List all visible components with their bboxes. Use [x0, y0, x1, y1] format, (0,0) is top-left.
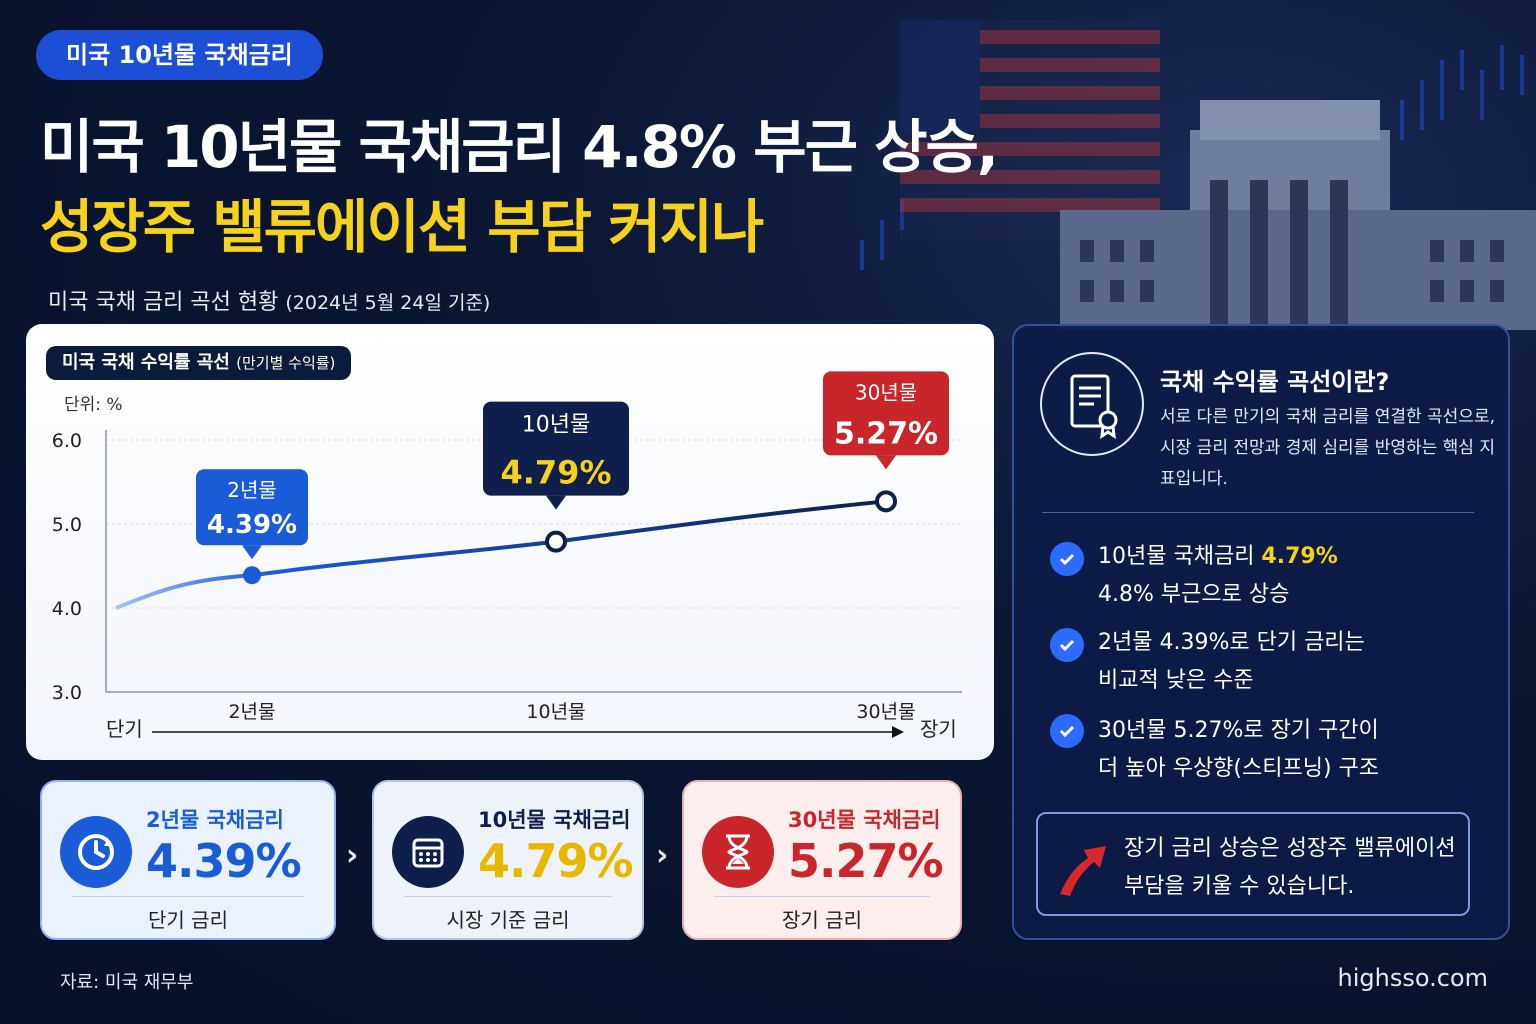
- panel-title: 국채 수익률 곡선이란?: [1160, 368, 1390, 396]
- summary-card-30y: 30년물 국채금리 5.27% 장기 금리: [682, 780, 962, 940]
- us-flag-image: [900, 20, 1160, 240]
- summary-label: 30년물 국채금리: [788, 808, 941, 832]
- callout-bubble-10y: [483, 401, 629, 496]
- callout-pointer-30y: [876, 455, 896, 470]
- chart-title: 미국 국채 수익률 곡선: [62, 352, 230, 373]
- chart-title-sub: (만기별 수익률): [236, 354, 336, 372]
- headline-line-1: 미국 10년물 국채금리 4.8% 부근 상승,: [40, 113, 999, 181]
- summary-card-10y: 10년물 국채금리 4.79% 시장 기준 금리: [372, 780, 644, 940]
- check-icon: [1050, 628, 1084, 662]
- data-point-30y: [875, 490, 897, 513]
- summary-card-2y: 2년물 국채금리 4.39% 단기 금리: [40, 780, 336, 940]
- divider: [404, 896, 612, 897]
- axis-short-label: 단기: [106, 717, 143, 741]
- check-icon: [1050, 542, 1084, 576]
- y-tick-label: 5.0: [52, 514, 82, 536]
- callout-bubble-30y: [823, 371, 949, 456]
- panel-description: 서로 다른 만기의 국채 금리를 연결한 곡선으로, 시장 금리 전망과 경제 …: [1160, 407, 1495, 489]
- callout-bubble-2y: [196, 469, 308, 546]
- summary-sub: 단기 금리: [148, 908, 228, 932]
- data-point-2y: [243, 566, 261, 585]
- point-1-text: 10년물 국채금리: [1098, 544, 1262, 569]
- divider: [72, 896, 304, 897]
- point-2-sub: 비교적 낮은 수준: [1098, 668, 1254, 693]
- candlestick-decoration: [860, 45, 1524, 270]
- term-arrowhead: [892, 726, 904, 738]
- point-1-sub: 4.8% 부근으로 상승: [1098, 582, 1290, 607]
- certificate-document-icon: [1040, 352, 1144, 456]
- callout-value-2y: 4.39%: [207, 510, 297, 540]
- point-3: 30년물 5.27%로 장기 구간이 더 높아 우상향(스티프닝) 구조: [1098, 712, 1379, 788]
- callout-value-30y: 5.27%: [834, 416, 938, 451]
- x-tick-label: 30년물: [856, 701, 915, 723]
- point-3-text: 30년물 5.27%로 장기 구간이: [1098, 718, 1379, 743]
- chevron-right-icon: ›: [656, 838, 669, 873]
- topic-tag: 미국 10년물 국채금리: [36, 30, 323, 80]
- calendar-icon: [392, 816, 464, 888]
- summary-label: 2년물 국채금리: [146, 808, 284, 832]
- y-tick-label: 3.0: [52, 682, 82, 704]
- callout-text: 장기 금리 상승은 성장주 밸류에이션 부담을 키울 수 있습니다.: [1124, 836, 1456, 899]
- chart-section-title: 미국 국채 금리 곡선 현황 (2024년 5월 24일 기준): [48, 284, 490, 316]
- section-title-date: (2024년 5월 24일 기준): [285, 292, 491, 314]
- federal-reserve-building-image: [1060, 100, 1536, 330]
- summary-sub: 장기 금리: [782, 908, 862, 932]
- callout-pointer-2y: [242, 545, 262, 560]
- check-icon: [1050, 714, 1084, 748]
- x-tick-label: 2년물: [228, 701, 275, 723]
- callout-term-30y: 30년물: [855, 380, 917, 404]
- divider: [1042, 512, 1474, 513]
- source-note: 자료: 미국 재무부: [60, 972, 194, 993]
- axis-long-label: 장기: [920, 717, 957, 741]
- hourglass-icon: [702, 816, 774, 888]
- point-2-text: 2년물 4.39%로 단기 금리는: [1098, 630, 1365, 655]
- x-tick-label: 10년물: [526, 701, 585, 723]
- summary-value: 5.27%: [788, 834, 944, 888]
- arrow-up-right-icon: [1060, 846, 1106, 896]
- y-tick-label: 4.0: [52, 598, 82, 620]
- callout-pointer-10y: [546, 495, 566, 510]
- callout-term-10y: 10년물: [522, 413, 590, 438]
- summary-value: 4.39%: [146, 834, 302, 888]
- yield-curve-line: [115, 499, 887, 610]
- divider: [714, 896, 930, 897]
- site-link[interactable]: highsso.com: [1337, 964, 1488, 992]
- section-title-main: 미국 국채 금리 곡선 현황: [48, 290, 279, 315]
- data-point-10y: [545, 530, 567, 553]
- callout-value-10y: 4.79%: [500, 454, 611, 492]
- chart-title-pill: 미국 국채 수익률 곡선 (만기별 수익률): [46, 346, 352, 380]
- unit-label: 단위: %: [64, 395, 123, 415]
- point-1-highlight: 4.79%: [1261, 544, 1338, 569]
- point-3-sub: 더 높아 우상향(스티프닝) 구조: [1098, 756, 1380, 781]
- callout-term-2y: 2년물: [227, 478, 277, 502]
- explanation-panel: 국채 수익률 곡선이란? 서로 다른 만기의 국채 금리를 연결한 곡선으로, …: [1012, 324, 1510, 940]
- chevron-right-icon: ›: [346, 838, 359, 873]
- point-2: 2년물 4.39%로 단기 금리는 비교적 낮은 수준: [1098, 624, 1365, 700]
- summary-label: 10년물 국채금리: [478, 808, 631, 832]
- callout-box: 장기 금리 상승은 성장주 밸류에이션 부담을 키울 수 있습니다.: [1036, 812, 1470, 916]
- summary-value: 4.79%: [478, 834, 634, 888]
- headline-line-2: 성장주 밸류에이션 부담 커지나: [40, 193, 764, 261]
- point-1: 10년물 국채금리 4.79% 4.8% 부근으로 상승: [1098, 538, 1338, 614]
- clock-refresh-icon: [60, 816, 132, 888]
- summary-sub: 시장 기준 금리: [446, 908, 570, 932]
- y-tick-label: 6.0: [52, 430, 82, 452]
